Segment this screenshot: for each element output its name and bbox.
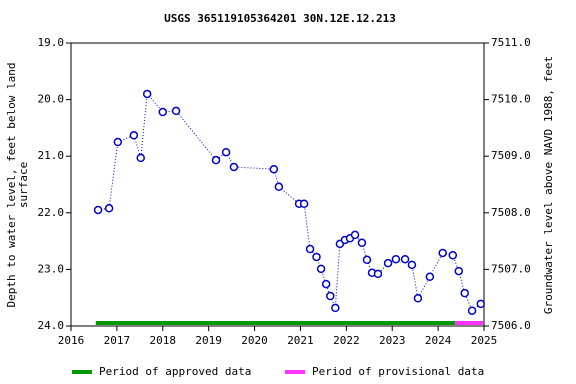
data-point <box>158 107 168 117</box>
x-tick-label: 2019 <box>195 334 222 347</box>
data-point <box>321 279 331 289</box>
data-point <box>373 269 383 279</box>
y-tick-label: 23.0 <box>38 262 65 275</box>
data-point <box>362 255 372 265</box>
x-tick-label: 2023 <box>379 334 406 347</box>
x-tick-label: 2025 <box>471 334 498 347</box>
data-line <box>97 92 482 312</box>
data-point <box>326 291 335 301</box>
y-tick-label: 21.0 <box>38 149 65 162</box>
x-tick-label: 2020 <box>241 334 268 347</box>
y2-axis-label: Groundwater level above NAVD 1988, feet <box>542 56 555 314</box>
y2-tick-label: 7506.0 <box>491 319 531 332</box>
data-point <box>425 272 435 282</box>
data-point <box>229 162 239 172</box>
data-point <box>407 260 417 270</box>
data-point <box>142 89 152 99</box>
data-point <box>467 306 477 315</box>
data-point <box>221 147 231 157</box>
legend-label: Period of provisional data <box>312 365 484 378</box>
y-axis-label: Depth to water level, feet below land <box>5 62 18 307</box>
y2-tick-label: 7509.0 <box>491 149 531 162</box>
y2-tick-label: 7510.0 <box>491 93 531 106</box>
data-point <box>448 251 458 260</box>
x-tick-label: 2018 <box>150 334 177 347</box>
data-point <box>350 230 360 240</box>
data-point <box>104 204 114 213</box>
data-point <box>454 266 464 276</box>
legend-label: Period of approved data <box>99 365 251 378</box>
y-tick-label: 20.0 <box>38 93 65 106</box>
data-point <box>357 238 367 248</box>
data-point <box>312 252 321 262</box>
data-point <box>211 155 221 165</box>
x-tick-label: 2021 <box>287 334 314 347</box>
period-bar <box>455 321 484 325</box>
data-point <box>460 288 469 298</box>
x-tick-label: 2017 <box>104 334 131 347</box>
data-point <box>400 254 410 264</box>
data-point <box>269 164 279 174</box>
data-point <box>129 131 139 140</box>
data-point <box>413 294 423 303</box>
chart-title: USGS 365119105364201 30N.12E.12.213 <box>164 12 396 25</box>
data-point <box>93 205 103 215</box>
data-point <box>316 264 326 274</box>
y-tick-label: 22.0 <box>38 206 65 219</box>
data-point <box>113 137 123 147</box>
data-point <box>171 106 181 116</box>
data-point <box>305 244 315 254</box>
data-point <box>274 182 284 192</box>
x-tick-label: 2024 <box>425 334 452 347</box>
x-tick-label: 2022 <box>333 334 360 347</box>
plot-frame <box>70 42 485 327</box>
x-tick-label: 2016 <box>58 334 85 347</box>
y-tick-label: 19.0 <box>38 36 65 49</box>
data-point <box>383 258 393 268</box>
y2-tick-label: 7508.0 <box>491 206 531 219</box>
y2-tick-label: 7507.0 <box>491 262 531 275</box>
y2-tick-label: 7511.0 <box>491 36 531 49</box>
period-bar <box>95 321 456 325</box>
y-axis-label: surface <box>17 162 30 208</box>
y-tick-label: 24.0 <box>38 319 65 332</box>
data-point <box>331 303 340 313</box>
data-point <box>299 199 309 208</box>
data-point <box>476 299 486 309</box>
data-point <box>438 248 447 258</box>
data-point <box>136 153 146 163</box>
data-point <box>391 254 401 264</box>
